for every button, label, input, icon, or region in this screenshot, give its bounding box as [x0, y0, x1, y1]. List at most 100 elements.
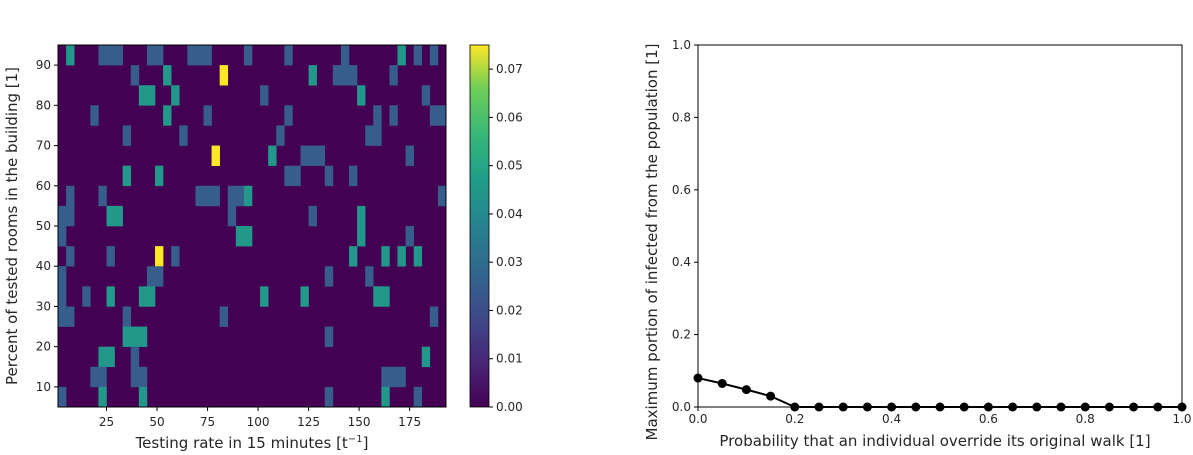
heatmap-cell: [324, 266, 334, 287]
heatmap-cell: [66, 205, 75, 227]
series-points: [693, 373, 1187, 412]
heatmap-y-tick-label: 10: [36, 380, 51, 394]
heatmap-cell: [260, 286, 269, 307]
heatmap-cell: [130, 326, 140, 347]
line-x-tick-label: 0.8: [1076, 412, 1095, 426]
heatmap-cell: [171, 246, 180, 267]
heatmap-cell: [235, 226, 245, 247]
data-point: [887, 402, 897, 412]
heatmap-cell: [122, 306, 132, 327]
heatmap-cell: [381, 246, 390, 267]
heatmap-cell: [235, 185, 245, 207]
line-y-tick-label: 0.8: [672, 110, 691, 124]
heatmap-cell: [397, 246, 406, 267]
heatmap-cell: [98, 366, 107, 388]
heatmap-cell: [413, 386, 423, 408]
heatmap-cell: [82, 286, 91, 307]
colorbar: 0.00 0.01 0.02 0.03 0.04 0.05 0.06 0.07: [469, 44, 523, 414]
heatmap-cell: [324, 165, 334, 187]
line-plot-frame: [697, 44, 1183, 408]
data-point: [693, 373, 703, 383]
heatmap-cell: [155, 165, 164, 187]
heatmap-cell: [130, 65, 140, 86]
heatmap-cell: [179, 125, 188, 146]
heatmap-cell: [227, 205, 237, 227]
heatmap-cell: [357, 226, 366, 247]
heatmap-cell: [171, 85, 180, 106]
line-y-tick-label: 0.0: [672, 400, 691, 414]
heatmap-cell: [324, 386, 334, 408]
data-point: [1056, 402, 1066, 412]
line-x-tick-label: 0.0: [688, 412, 707, 426]
heatmap-cell: [203, 105, 212, 126]
data-point: [959, 402, 969, 412]
line-x-tick-label: 0.2: [785, 412, 804, 426]
heatmap-cell: [308, 145, 317, 166]
heatmap-cell: [98, 45, 107, 66]
heatmap-y-tick-label: 30: [36, 299, 51, 313]
data-point: [814, 402, 824, 412]
heatmap-cell: [138, 326, 148, 347]
heatmap-cell: [106, 205, 115, 227]
heatmap-cell: [58, 266, 67, 287]
heatmap-x-ticks: 25 50 75 100 125 150 175: [99, 407, 421, 429]
line-y-tick-label: 1.0: [672, 38, 691, 52]
heatmap-x-tick-label: 150: [348, 415, 371, 429]
heatmap-cell: [349, 65, 358, 86]
colorbar-tick-label: 0.05: [496, 159, 523, 173]
data-point: [935, 402, 945, 412]
heatmap-cell: [308, 65, 317, 86]
colorbar-tick-label: 0.02: [496, 303, 523, 317]
heatmap-cell: [155, 246, 164, 267]
heatmap-cell: [138, 366, 148, 388]
colorbar-tick-label: 0.06: [496, 110, 523, 124]
heatmap-cell: [195, 45, 204, 66]
heatmap-cell: [106, 286, 115, 307]
line-x-tick-label: 1.0: [1172, 412, 1191, 426]
heatmap-cell: [397, 45, 406, 66]
heatmap-cell: [389, 105, 398, 126]
heatmap-x-tick-label: 25: [99, 415, 114, 429]
heatmap-cell: [421, 85, 431, 106]
data-point: [983, 402, 993, 412]
data-point: [911, 402, 921, 412]
heatmap-cell: [243, 185, 253, 207]
heatmap-cell: [349, 165, 358, 187]
heatmap-cell: [373, 125, 382, 146]
heatmap-x-tick-label: 175: [398, 415, 421, 429]
heatmap-cell: [66, 185, 75, 207]
heatmap-cell: [58, 386, 67, 408]
heatmap-cell: [58, 226, 67, 247]
heatmap-cell: [90, 105, 99, 126]
heatmap-cell: [58, 286, 67, 307]
data-point: [790, 402, 800, 412]
heatmap-cell: [122, 326, 132, 347]
heatmap-cell: [146, 85, 156, 106]
line-y-tick-label: 0.6: [672, 183, 691, 197]
line-panel: 0.0 0.2 0.4 0.6 0.8 1.0 0.0 0.2 0.4 0.6 0.8 1.0 Pr…: [643, 38, 1192, 450]
heatmap-cell: [114, 205, 123, 227]
heatmap-cell: [163, 105, 172, 126]
heatmap-cell: [421, 346, 431, 368]
heatmap-cell: [122, 125, 132, 146]
heatmap-cell: [397, 366, 406, 388]
heatmap-y-tick-label: 60: [36, 179, 51, 193]
heatmap-cell: [146, 45, 156, 66]
heatmap-cell: [203, 185, 212, 207]
heatmap-cell: [437, 105, 447, 126]
heatmap-cell: [66, 306, 75, 327]
data-point: [1153, 402, 1163, 412]
heatmap-cell: [324, 326, 334, 347]
heatmap-cell: [284, 105, 293, 126]
heatmap-cells: [58, 45, 447, 408]
heatmap-cell: [389, 65, 398, 86]
heatmap-cell: [437, 185, 447, 207]
line-y-ticks: 0.0 0.2 0.4 0.6 0.8 1.0: [672, 38, 698, 414]
heatmap-cell: [316, 145, 326, 166]
data-point: [1129, 402, 1139, 412]
heatmap-cell: [66, 45, 75, 66]
data-point: [1104, 402, 1114, 412]
heatmap-cell: [106, 45, 115, 66]
heatmap-cell: [98, 346, 107, 368]
line-x-tick-label: 0.4: [882, 412, 901, 426]
